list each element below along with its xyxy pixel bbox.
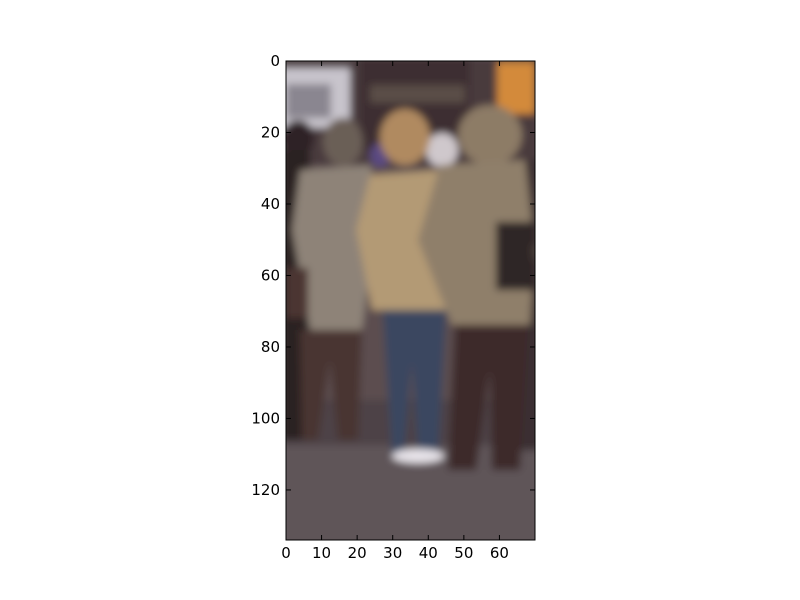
- storefront-sign: [370, 85, 465, 103]
- person-khaki-bag: [496, 222, 534, 290]
- y-axis: 0 20 40 60 80 100 120: [251, 52, 535, 499]
- y-tick-label: 20: [261, 123, 280, 141]
- person-tan-coat: [356, 170, 452, 310]
- person-tan-shoes: [392, 449, 444, 463]
- x-tick-label: 10: [312, 544, 331, 562]
- street-crowd-photo: [286, 61, 535, 540]
- person-grey-coat: [292, 165, 378, 330]
- person-grey-hood: [323, 118, 363, 166]
- orange-poster: [497, 62, 535, 114]
- person-tan-hair: [380, 109, 430, 165]
- x-tick-label: 40: [419, 544, 438, 562]
- y-tick-label: 120: [251, 481, 280, 499]
- person-grey-bag: [286, 268, 308, 318]
- y-tick-label: 40: [261, 195, 280, 213]
- x-tick-label: 50: [454, 544, 473, 562]
- axes-frame: [285, 60, 536, 541]
- person-khaki-hood: [458, 105, 522, 165]
- x-tick-label: 30: [383, 544, 402, 562]
- x-tick-label: 60: [490, 544, 509, 562]
- person-grey-trousers: [300, 330, 362, 440]
- y-tick-label: 100: [251, 409, 280, 427]
- van-window: [286, 84, 331, 118]
- bg-person-head-left: [286, 120, 314, 156]
- bg-person-head-white: [426, 133, 458, 167]
- y-tick-label: 0: [270, 52, 280, 70]
- x-axis: 0 10 20 30 40 50 60: [281, 61, 509, 562]
- person-tan-jeans: [383, 310, 446, 455]
- person-khaki-trousers: [448, 325, 528, 470]
- y-tick-label: 60: [261, 266, 280, 284]
- x-tick-label: 20: [348, 544, 367, 562]
- y-tick-label: 80: [261, 338, 280, 356]
- x-tick-label: 0: [281, 544, 291, 562]
